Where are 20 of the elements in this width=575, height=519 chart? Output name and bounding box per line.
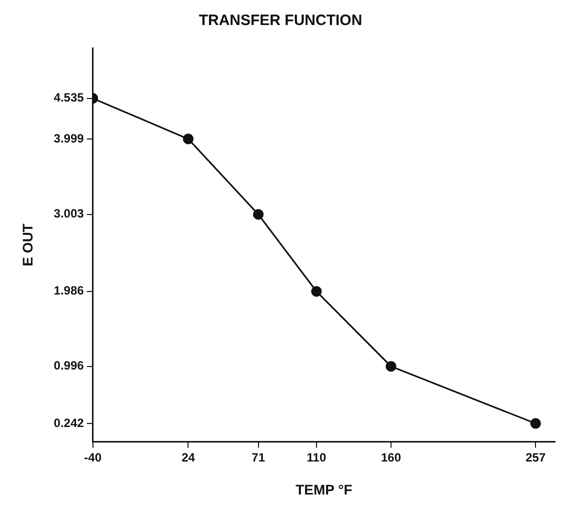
y-tick-label: 3.003: [54, 206, 84, 221]
y-axis-title: E OUT: [19, 223, 36, 266]
point: [530, 418, 541, 429]
y-tick-label: 0.996: [54, 358, 84, 373]
point: [253, 209, 264, 220]
x-tick-label: 110: [306, 450, 326, 464]
point: [386, 361, 396, 372]
y-tick-label: 4.535: [54, 90, 84, 105]
point: [182, 134, 194, 144]
x-tick-label: 160: [380, 450, 402, 464]
x-tick-label: 257: [526, 450, 546, 464]
point: [311, 286, 322, 297]
x-tick-label: 71: [252, 450, 266, 464]
y-tick-label: 1.986: [54, 284, 84, 298]
x-axis-title: TEMP °F: [296, 481, 353, 498]
chart-title: TRANSFER FUNCTION: [198, 12, 362, 30]
x-tick-label: -40: [84, 450, 102, 464]
y-tick-label: 0.242: [54, 416, 84, 430]
y-tick-label: 3.999: [54, 131, 84, 146]
x-tick-label: 24: [182, 450, 196, 464]
